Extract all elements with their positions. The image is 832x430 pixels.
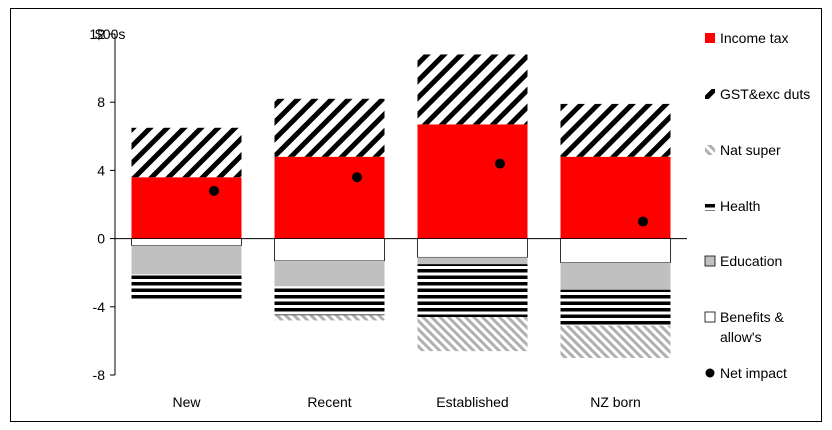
x-tick-label: NZ born <box>590 394 641 410</box>
bar-segment <box>560 262 671 290</box>
net-impact-point <box>495 158 505 169</box>
legend-label: Education <box>720 253 782 269</box>
x-tick-label: Recent <box>307 394 351 410</box>
legend-label: Net impact <box>720 365 787 381</box>
y-tick-label: -8 <box>93 367 106 383</box>
bar-segment <box>274 156 385 239</box>
bar-segment <box>417 54 528 125</box>
legend-swatch <box>704 255 716 267</box>
y-tick-label: 12 <box>89 26 105 42</box>
bar-segment <box>131 127 242 178</box>
bar-segment <box>131 177 242 239</box>
legend-label: Health <box>720 198 760 214</box>
y-tick-label: 4 <box>97 162 105 178</box>
bar-segment <box>560 156 671 239</box>
legend-swatch <box>705 368 715 378</box>
legend-swatch <box>705 89 715 99</box>
net-impact-points <box>209 158 648 227</box>
bar-segment <box>560 238 671 263</box>
bar-segment <box>417 264 528 318</box>
bar-segment <box>131 274 242 300</box>
bar-segment <box>131 245 242 275</box>
bar-segment <box>560 289 671 326</box>
legend-label: Income tax <box>720 30 788 46</box>
x-tick-label: Established <box>436 394 508 410</box>
legend-swatch <box>705 145 715 155</box>
x-axis-labels: New Recent Established NZ born <box>172 394 640 410</box>
bar-segment <box>131 238 242 246</box>
chart-frame: -8 -4 0 4 8 12 New Recent Established NZ born In… <box>10 8 822 422</box>
bar-segment <box>560 325 671 358</box>
legend-swatch <box>705 33 715 43</box>
y-tick-label: -4 <box>93 299 106 315</box>
net-impact-point <box>209 185 219 196</box>
legend-swatch <box>705 201 715 211</box>
net-impact-point <box>638 216 648 227</box>
legend-label: allow's <box>720 329 762 345</box>
legend-label: GST&exc duts <box>720 86 810 102</box>
legend-swatch <box>704 311 716 323</box>
bar-segment <box>560 103 671 157</box>
chart-svg: -8 -4 0 4 8 12 New Recent Established NZ born In… <box>89 26 810 410</box>
unit-label: $00s <box>95 26 125 42</box>
y-tick-label: 0 <box>97 231 105 247</box>
legend-label: Benefits & <box>720 309 784 325</box>
net-impact-point <box>352 172 362 183</box>
x-tick-label: New <box>172 394 201 410</box>
bar-segment <box>417 124 528 239</box>
bar-segment <box>274 315 385 321</box>
legend: Income tax GST&exc duts Nat super Health Edu… <box>704 30 810 381</box>
bars <box>131 54 671 358</box>
bar-segment <box>417 257 528 265</box>
bar-segment <box>274 260 385 287</box>
bar-segment <box>274 286 385 316</box>
legend-label: Nat super <box>720 142 781 158</box>
y-tick-label: 8 <box>97 94 105 110</box>
bar-segment <box>274 238 385 262</box>
bar-segment <box>417 238 528 258</box>
bar-segment <box>417 317 528 352</box>
bar-segment <box>274 98 385 157</box>
